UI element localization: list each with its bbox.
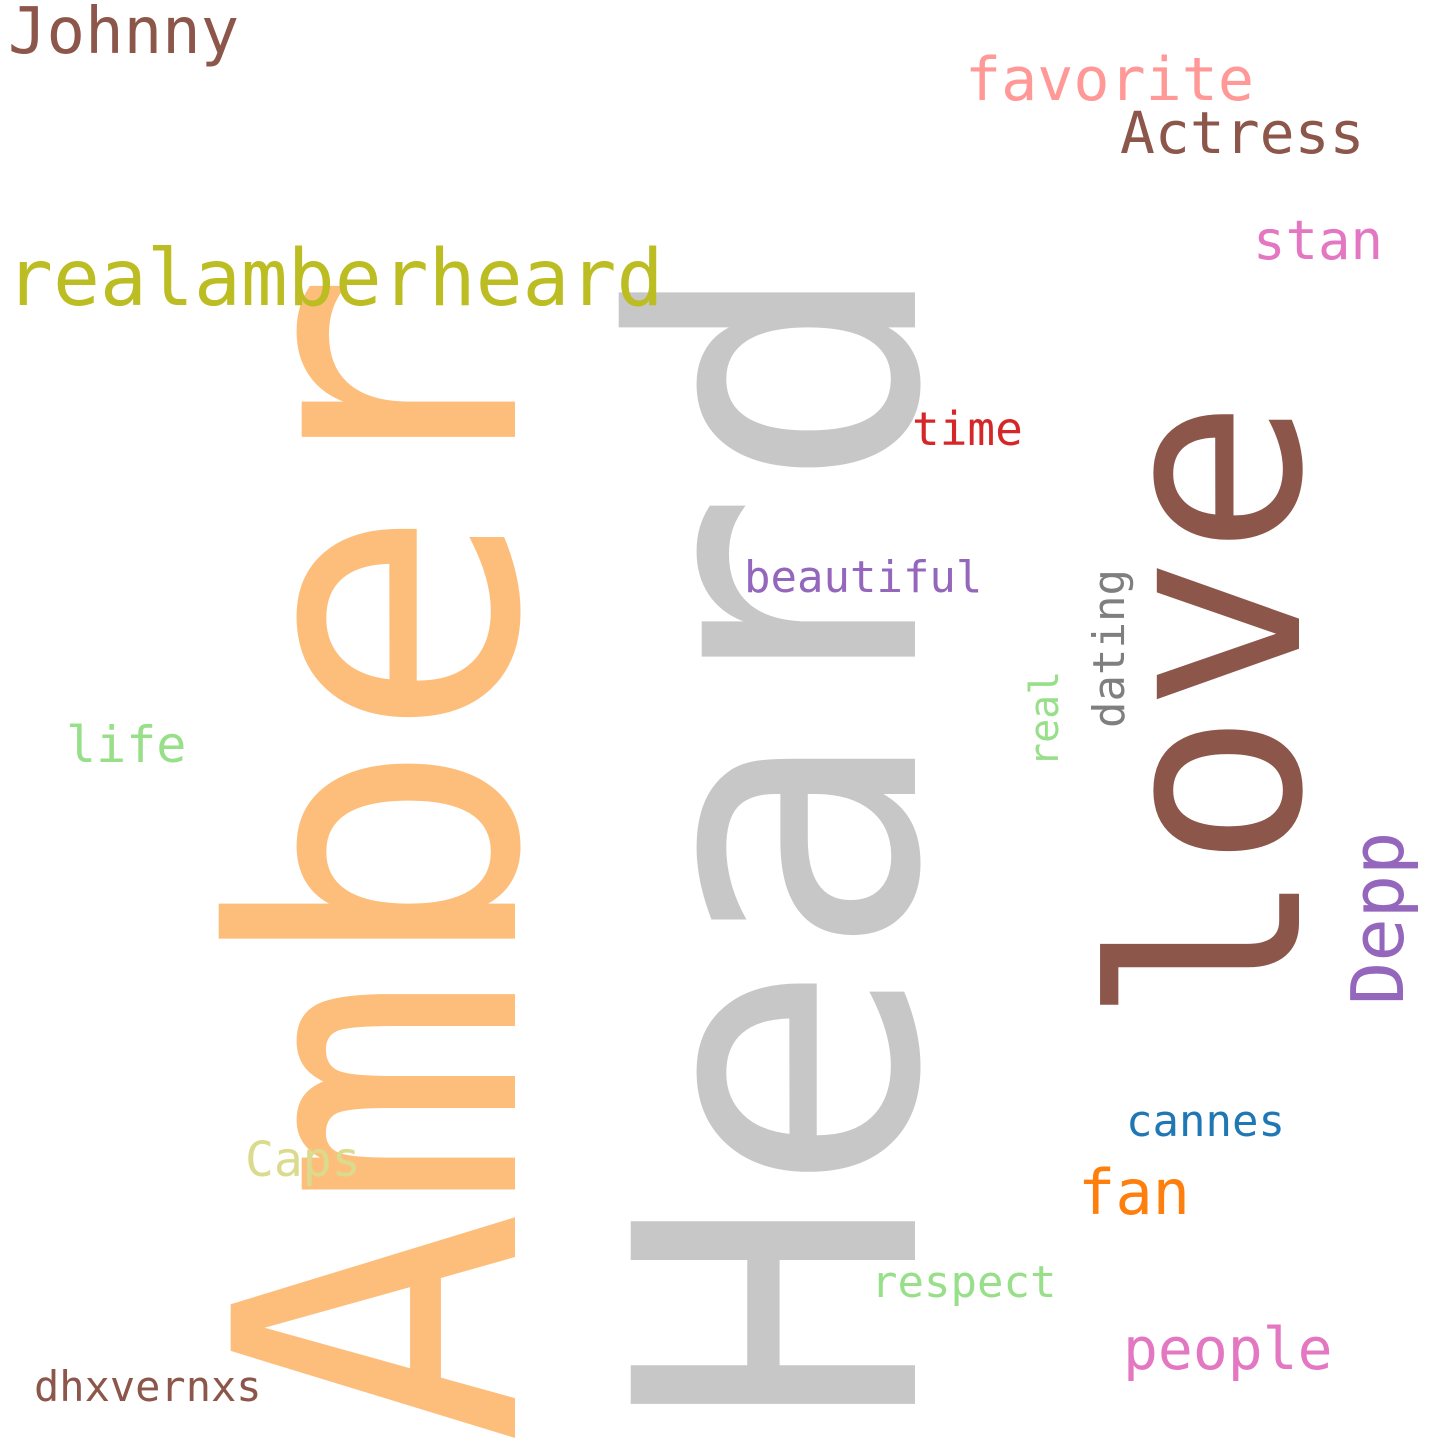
word-stan: stan bbox=[1253, 209, 1384, 272]
word-dating: dating bbox=[1084, 569, 1135, 728]
word-people: people bbox=[1123, 1315, 1333, 1383]
word-cannes: cannes bbox=[1126, 1096, 1285, 1147]
word-favorite: favorite bbox=[965, 45, 1254, 115]
word-dhxvernxs: dhxvernxs bbox=[34, 1362, 262, 1411]
word-life: life bbox=[66, 716, 187, 774]
word-caps: Caps bbox=[245, 1132, 361, 1188]
word-time: time bbox=[912, 402, 1023, 456]
word-real: real bbox=[1022, 670, 1068, 767]
word-johnny: Johnny bbox=[8, 0, 240, 69]
word-fan: fan bbox=[1078, 1156, 1190, 1229]
word-depp: Depp bbox=[1336, 831, 1420, 1005]
word-heard: Heard bbox=[553, 256, 1007, 1430]
word-respect: respect bbox=[871, 1257, 1057, 1308]
word-actress: Actress bbox=[1120, 99, 1365, 167]
word-beautiful: beautiful bbox=[744, 552, 983, 603]
word-realamberheard: realamberheard bbox=[6, 234, 664, 324]
